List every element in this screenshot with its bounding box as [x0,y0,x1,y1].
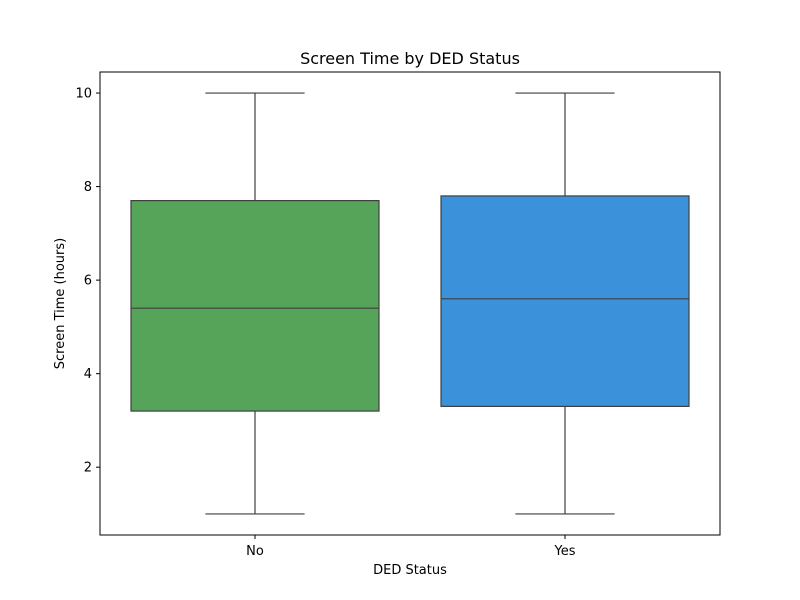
y-tick-label: 10 [75,87,92,102]
x-tick-label: No [246,544,264,559]
chart-title: Screen Time by DED Status [300,49,520,68]
box-iqr-no [130,200,380,412]
y-tick-label: 4 [84,367,92,382]
x-axis: No Yes [246,535,576,559]
y-tick-label: 6 [84,274,92,289]
box-iqr-yes [440,195,690,407]
box-no [130,92,380,515]
x-axis-label: DED Status [373,563,447,578]
box-group [130,92,690,515]
x-tick-label: Yes [554,544,576,559]
y-axis: 2 4 6 8 10 [75,87,100,476]
plot-area-frame [99,71,721,536]
y-tick-label: 2 [84,461,92,476]
y-tick-label: 8 [84,180,92,195]
box-yes [440,92,690,515]
y-axis-label: Screen Time (hours) [53,238,68,369]
